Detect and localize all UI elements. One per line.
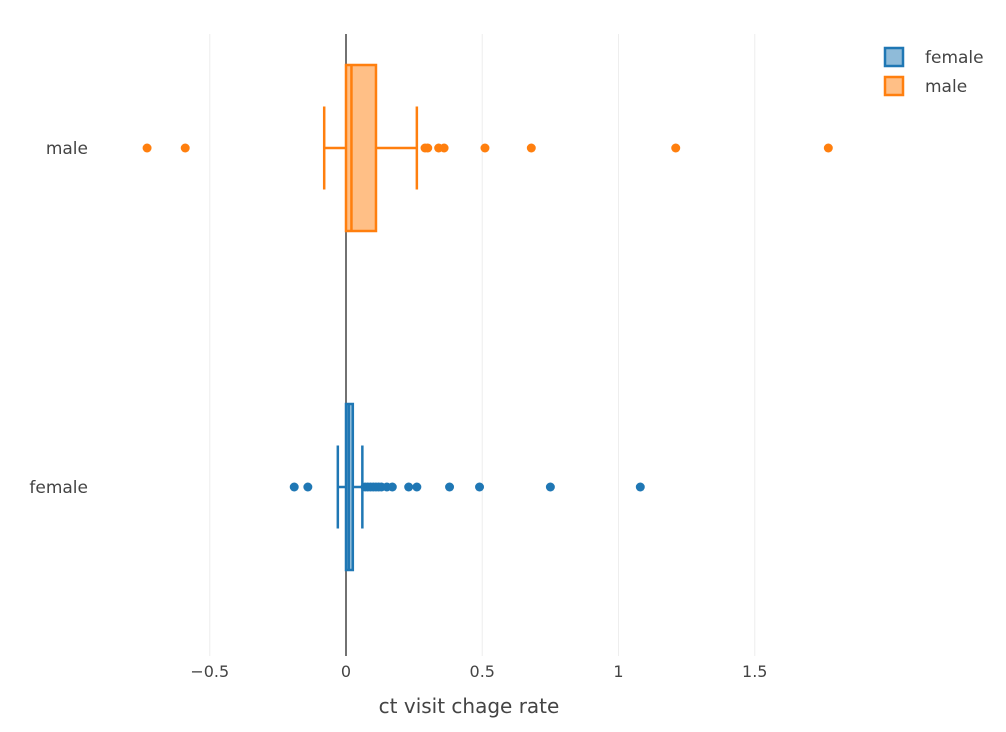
x-tick-label: 1 (613, 662, 623, 681)
box-male (142, 63, 833, 233)
y-tick-label-female: female (29, 478, 88, 498)
legend-label: female (925, 48, 984, 68)
y-tick-label-male: male (46, 139, 88, 159)
box-female (289, 402, 645, 572)
outlier-point (142, 143, 152, 153)
legend-item-female[interactable]: female (883, 46, 984, 68)
outlier-point (439, 143, 449, 153)
boxes (142, 63, 833, 572)
outlier-point (545, 482, 555, 492)
legend-swatch (883, 46, 905, 68)
grid-lines (209, 34, 756, 656)
outlier-point (671, 143, 681, 153)
legend-item-male[interactable]: male (883, 75, 967, 97)
legend[interactable]: female male (883, 46, 984, 97)
legend-swatch (883, 75, 905, 97)
outlier-point (480, 143, 490, 153)
outlier-point (526, 143, 536, 153)
y-axis-ticks: female male (29, 139, 88, 498)
x-tick-label: 0.5 (470, 662, 495, 681)
outlier-point (423, 143, 433, 153)
x-tick-label: 1.5 (742, 662, 767, 681)
x-tick-label: 0 (341, 662, 351, 681)
outlier-point (404, 482, 414, 492)
outlier-point (635, 482, 645, 492)
outlier-point (445, 482, 455, 492)
outlier-point (303, 482, 313, 492)
outlier-point (412, 482, 422, 492)
outlier-point (387, 482, 397, 492)
outlier-point (180, 143, 190, 153)
outlier-point (289, 482, 299, 492)
x-tick-label: −0.5 (190, 662, 229, 681)
legend-label: male (925, 77, 967, 97)
x-axis-label: ct visit chage rate (379, 694, 560, 718)
x-axis-ticks: −0.5 0 0.5 1 1.5 (190, 662, 767, 681)
outlier-point (475, 482, 485, 492)
outlier-point (823, 143, 833, 153)
